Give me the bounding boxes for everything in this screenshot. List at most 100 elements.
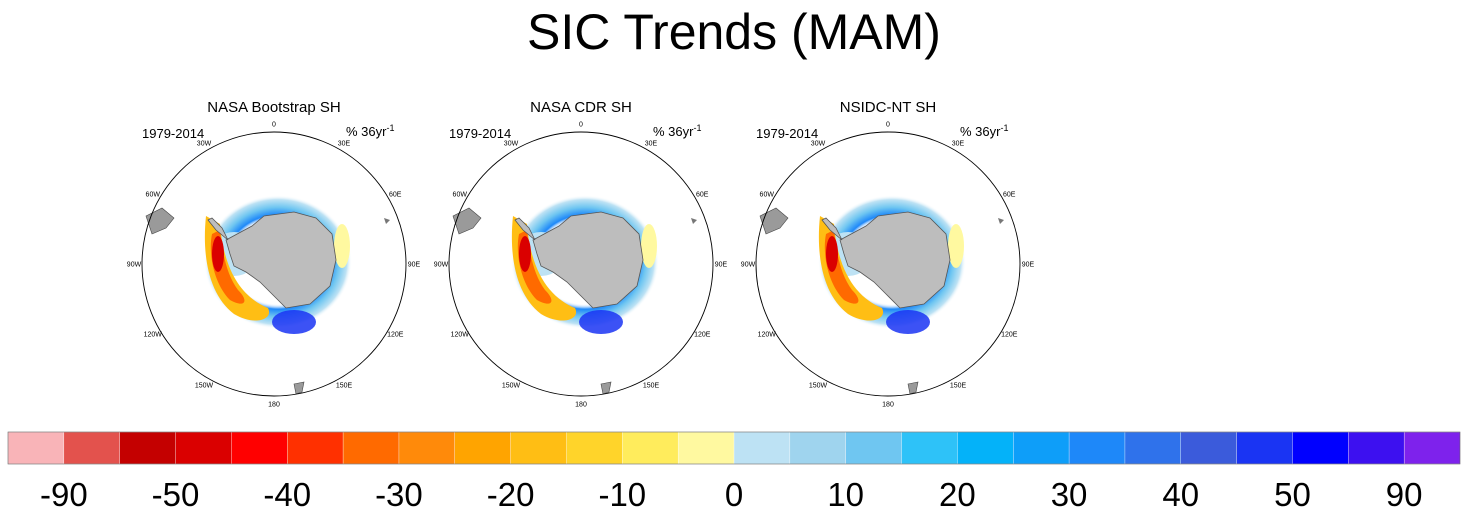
colorbar-swatch xyxy=(175,431,232,465)
colorbar-label: 40 xyxy=(1162,476,1199,513)
colorbar-swatch xyxy=(733,431,791,465)
antarctica-landmass xyxy=(839,211,951,309)
colorbar-swatch xyxy=(63,431,121,465)
longitude-label: 60E xyxy=(1003,192,1016,199)
colorbar: -90 -50 -40 -30 -20 -10 0 10 20 30 40 50 90 xyxy=(7,431,1461,513)
longitude-label: 120W xyxy=(451,332,470,339)
map-panel: NASA CDR SH 1979-2014 % 36yr-1 0 30E 60E 90E 12… xyxy=(434,99,728,409)
colorbar-swatch xyxy=(1348,431,1405,465)
longitude-label: 30W xyxy=(504,140,519,147)
colorbar-swatch xyxy=(454,431,512,465)
colorbar-swatch xyxy=(1403,431,1461,465)
map-boundary xyxy=(755,131,1021,397)
longitude-label: 0 xyxy=(272,122,276,129)
longitude-label: 60W xyxy=(146,192,161,199)
colorbar-label: 20 xyxy=(939,476,976,513)
island-landmass xyxy=(998,218,1004,224)
colorbar-swatch xyxy=(901,431,958,465)
trend-field-min xyxy=(212,236,224,272)
colorbar-swatch xyxy=(677,431,735,465)
antarctic-peninsula xyxy=(514,217,536,241)
new-zealand-landmass xyxy=(907,381,919,395)
colorbar-swatch xyxy=(342,431,400,465)
longitude-label: 60W xyxy=(453,192,468,199)
colorbar-label: 90 xyxy=(1386,476,1423,513)
longitude-label: 120E xyxy=(1001,332,1018,339)
longitude-label: 180 xyxy=(882,402,894,409)
units-exponent: -1 xyxy=(693,123,701,133)
period-label: 1979-2014 xyxy=(449,126,511,141)
period-label: 1979-2014 xyxy=(756,126,818,141)
longitude-label: 90W xyxy=(434,262,449,269)
trend-field-weak-negative xyxy=(948,224,964,268)
trend-field-weak-negative xyxy=(641,224,657,268)
colorbar-label: -90 xyxy=(40,476,88,513)
colorbar-swatch xyxy=(566,431,623,465)
colorbar-label: 50 xyxy=(1274,476,1311,513)
longitude-label: 30W xyxy=(197,140,212,147)
longitude-label: 120E xyxy=(387,332,404,339)
colorbar-swatch xyxy=(1236,431,1293,465)
longitude-label: 120W xyxy=(144,332,163,339)
trend-field-max xyxy=(886,310,930,334)
longitude-label: 30E xyxy=(645,140,658,147)
south-america-landmass xyxy=(759,207,789,235)
colorbar-swatch xyxy=(1292,431,1349,465)
colorbar-swatch xyxy=(1180,431,1238,465)
antarctica-landmass xyxy=(532,211,644,309)
units-exponent: -1 xyxy=(386,123,394,133)
island-landmass xyxy=(384,218,390,224)
longitude-label: 90E xyxy=(408,262,421,269)
longitude-label: 30W xyxy=(811,140,826,147)
longitude-label: 150E xyxy=(950,383,967,390)
longitude-label: 90E xyxy=(1022,262,1035,269)
panel-title: NASA Bootstrap SH xyxy=(207,99,340,116)
units-exponent: -1 xyxy=(1000,123,1008,133)
colorbar-label: -50 xyxy=(152,476,200,513)
trend-field-weak-negative xyxy=(334,224,350,268)
units-label: % 36yr-1 xyxy=(960,123,1008,139)
longitude-label: 120E xyxy=(694,332,711,339)
island-landmass xyxy=(691,218,697,224)
longitude-label: 30E xyxy=(338,140,351,147)
longitude-label: 120W xyxy=(758,332,777,339)
new-zealand-landmass xyxy=(293,381,305,395)
antarctic-peninsula xyxy=(821,217,843,241)
colorbar-swatch xyxy=(957,431,1014,465)
trend-field-min xyxy=(519,236,531,272)
longitude-label: 90W xyxy=(741,262,756,269)
trend-field-max xyxy=(579,310,623,334)
map-panel: NSIDC-NT SH 1979-2014 % 36yr-1 0 30E 60E 90E 12… xyxy=(741,99,1035,409)
longitude-label: 150W xyxy=(809,383,828,390)
longitude-label: 150W xyxy=(502,383,521,390)
units-label: % 36yr-1 xyxy=(346,123,394,139)
longitude-label: 60W xyxy=(760,192,775,199)
longitude-label: 0 xyxy=(886,122,890,129)
colorbar-swatch xyxy=(287,431,344,465)
colorbar-label: -20 xyxy=(487,476,535,513)
longitude-label: 90W xyxy=(127,262,142,269)
units-label: % 36yr-1 xyxy=(653,123,701,139)
longitude-label: 150W xyxy=(195,383,214,390)
longitude-label: 90E xyxy=(715,262,728,269)
colorbar-label: -40 xyxy=(263,476,311,513)
colorbar-swatch xyxy=(119,431,177,465)
south-america-landmass xyxy=(452,207,482,235)
antarctica-landmass xyxy=(225,211,337,309)
colorbar-swatch xyxy=(622,431,679,465)
colorbar-swatch xyxy=(7,431,65,465)
colorbar-frame xyxy=(7,431,1461,465)
longitude-label: 150E xyxy=(643,383,660,390)
map-boundary xyxy=(448,131,714,397)
colorbar-swatch xyxy=(1068,431,1126,465)
colorbar-label: -10 xyxy=(598,476,646,513)
antarctic-peninsula xyxy=(207,217,229,241)
longitude-label: 60E xyxy=(696,192,709,199)
colorbar-label: 10 xyxy=(827,476,864,513)
colorbar-swatch xyxy=(1124,431,1182,465)
longitude-label: 0 xyxy=(579,122,583,129)
colorbar-swatch xyxy=(231,431,288,465)
panel-title: NASA CDR SH xyxy=(530,99,632,116)
colorbar-swatch xyxy=(510,431,567,465)
